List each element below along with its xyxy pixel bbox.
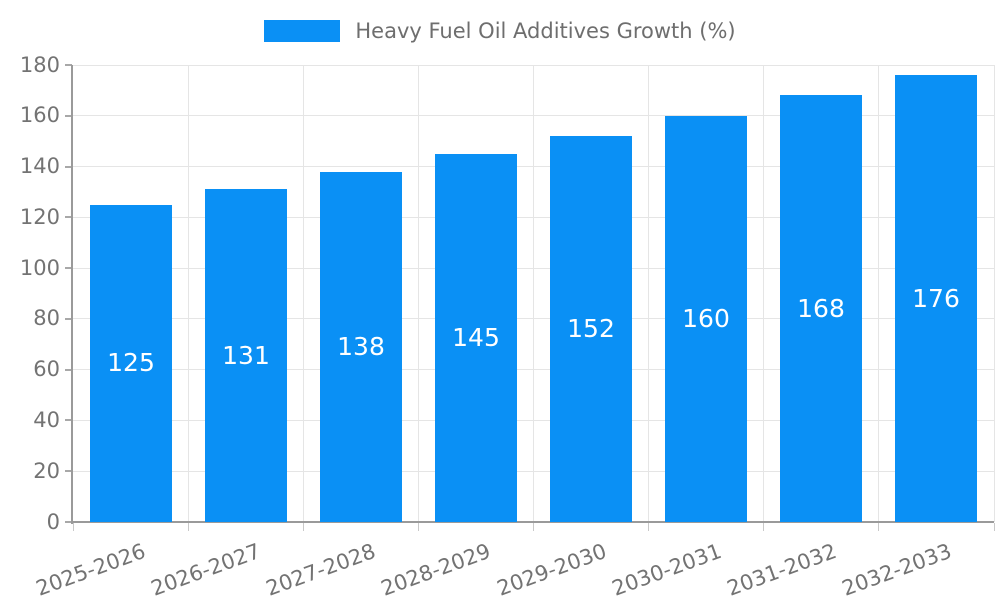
y-axis-tick-label: 160: [19, 103, 60, 128]
x-gridline: [878, 65, 880, 522]
x-axis-tick-label: 2029-2030: [493, 539, 610, 600]
y-axis-tick: [65, 267, 72, 270]
bar[interactable]: [90, 204, 172, 522]
bar-value-label: 168: [797, 293, 845, 323]
x-axis-tick: [72, 523, 74, 531]
y-axis-tick: [65, 114, 72, 117]
x-axis-tick-label: 2030-2031: [608, 539, 725, 600]
y-axis-tick-label: 0: [46, 509, 60, 534]
y-axis-tick-label: 40: [33, 407, 60, 432]
x-axis-tick: [878, 523, 880, 531]
x-axis-tick: [533, 523, 534, 531]
x-gridline: [763, 65, 765, 522]
y-axis-tick-label: 60: [33, 357, 60, 382]
bar[interactable]: [665, 115, 747, 522]
bar[interactable]: [205, 189, 287, 522]
x-gridline: [187, 65, 189, 522]
bar[interactable]: [780, 95, 862, 522]
bar-value-label: 160: [682, 303, 730, 333]
y-axis-tick-label: 80: [33, 306, 60, 331]
x-gridline: [417, 65, 419, 522]
y-axis-tick-label: 100: [19, 255, 60, 280]
x-gridline: [993, 65, 995, 522]
x-axis-tick: [417, 523, 419, 531]
legend-swatch-icon: [264, 20, 341, 42]
bar[interactable]: [895, 75, 977, 522]
y-axis-line: [71, 65, 73, 524]
x-axis-tick-label: 2026-2027: [148, 539, 264, 600]
y-axis-tick-label: 180: [19, 52, 60, 77]
y-axis-tick: [65, 165, 72, 168]
x-gridline: [302, 65, 304, 522]
bar-value-label: 152: [567, 314, 615, 344]
x-axis-tick-label: 2031-2032: [723, 539, 840, 600]
bar-value-label: 145: [452, 322, 500, 352]
y-axis-tick-label: 140: [19, 154, 60, 179]
bar[interactable]: [435, 153, 517, 522]
y-axis-tick: [65, 368, 72, 371]
y-axis-tick: [65, 470, 72, 473]
y-axis-tick: [65, 419, 72, 422]
x-axis-tick: [302, 523, 304, 531]
x-axis-tick-label: 2027-2028: [263, 539, 380, 600]
bar-value-label: 125: [107, 348, 155, 378]
y-axis-tick-label: 20: [33, 458, 60, 483]
x-axis-tick: [763, 523, 765, 531]
legend-label: Heavy Fuel Oil Additives Growth (%): [355, 19, 736, 43]
y-axis-tick: [65, 216, 72, 219]
bar[interactable]: [320, 171, 402, 522]
bar[interactable]: [550, 136, 632, 522]
bar-value-label: 131: [222, 340, 270, 370]
x-axis-tick: [993, 523, 995, 531]
x-axis-line: [71, 521, 994, 523]
x-gridline: [648, 65, 650, 522]
x-gridline: [533, 65, 534, 522]
y-axis-tick-label: 120: [19, 204, 60, 229]
x-axis-tick-label: 2025-2026: [32, 539, 149, 600]
y-axis-tick: [65, 521, 72, 523]
x-axis-tick-label: 2032-2033: [838, 539, 955, 600]
y-axis-tick: [65, 64, 72, 66]
bar-value-label: 138: [337, 331, 385, 361]
x-axis-tick-label: 2028-2029: [378, 539, 495, 600]
bar-value-label: 176: [912, 283, 960, 313]
x-axis-tick: [187, 523, 189, 531]
y-axis-tick: [65, 317, 72, 320]
x-axis-tick: [648, 523, 650, 531]
legend-item[interactable]: Heavy Fuel Oil Additives Growth (%): [0, 14, 1000, 48]
